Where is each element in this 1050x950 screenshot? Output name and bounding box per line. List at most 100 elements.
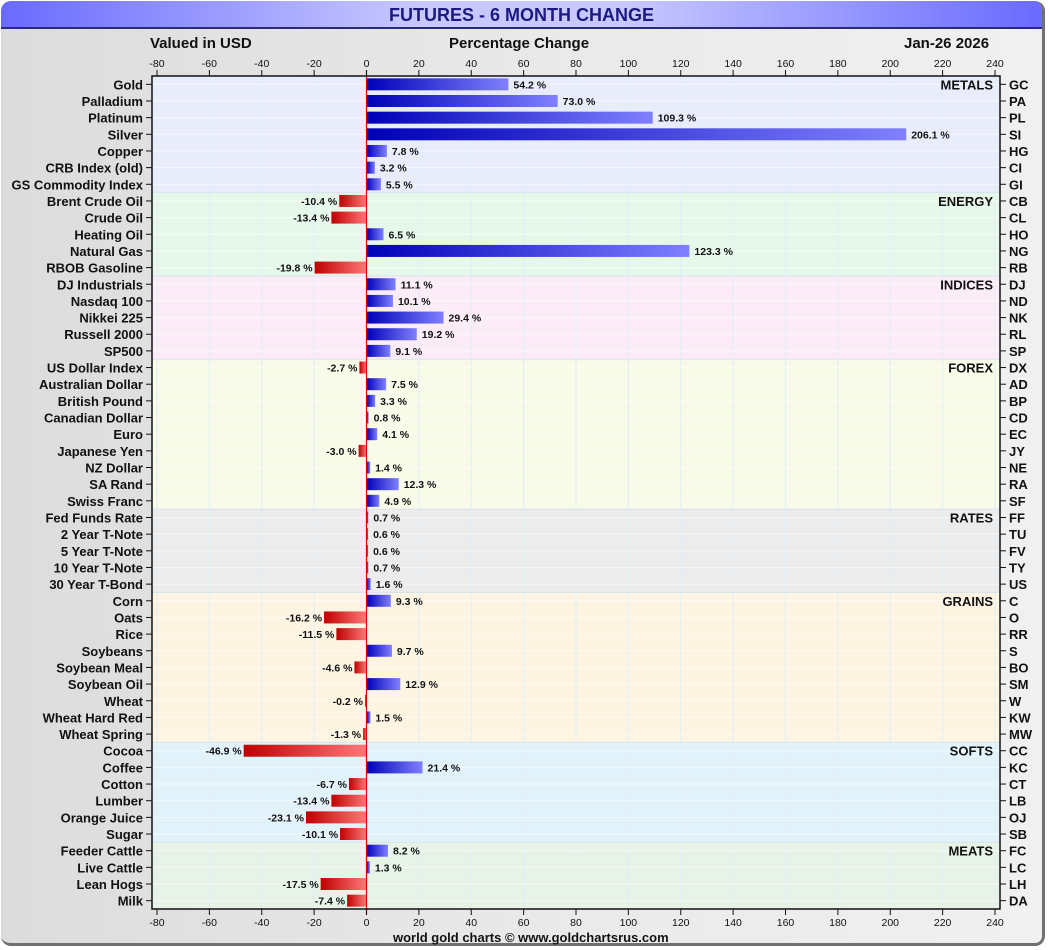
symbol-label: CT (1009, 777, 1026, 792)
symbol-label: DX (1009, 361, 1027, 376)
symbol-label: LB (1009, 794, 1026, 809)
symbol-label: BP (1009, 394, 1027, 409)
data-label: -3.0 % (326, 446, 357, 458)
category-label: Nikkei 225 (79, 311, 143, 326)
category-label: Lean Hogs (77, 877, 143, 892)
bar-ty (366, 561, 369, 574)
category-label: Soybean Meal (56, 660, 143, 675)
symbol-label: DJ (1009, 277, 1026, 292)
bar-dx (359, 361, 367, 374)
category-label: Lumber (95, 794, 143, 809)
bar-bo (354, 661, 367, 674)
bar-tu (366, 528, 369, 541)
bar-c (366, 594, 391, 607)
category-label: Nasdaq 100 (71, 294, 143, 309)
symbol-label: KW (1009, 710, 1031, 725)
category-label: Soybean Oil (68, 677, 143, 692)
data-label: 19.2 % (422, 329, 455, 341)
category-label: GS Commodity Index (12, 177, 144, 192)
category-label: Coffee (103, 760, 143, 775)
data-label: 0.7 % (373, 562, 401, 574)
x-tick-label-bottom: 60 (518, 917, 530, 929)
bar-fc (366, 844, 388, 857)
data-label: -16.2 % (286, 612, 323, 624)
category-label: Oats (114, 610, 143, 625)
symbol-label: SF (1009, 494, 1026, 509)
symbol-label: W (1009, 694, 1022, 709)
data-label: 9.7 % (397, 646, 425, 658)
data-label: 11.1 % (401, 279, 434, 291)
symbol-label: FC (1009, 844, 1027, 859)
x-tick-label-top: 100 (620, 58, 638, 70)
bar-sb (340, 828, 367, 841)
symbol-label: CC (1009, 744, 1028, 759)
category-label: Crude Oil (84, 211, 143, 226)
symbol-label: JY (1009, 444, 1025, 459)
symbol-label: FV (1009, 544, 1026, 559)
data-label: 9.3 % (396, 596, 424, 608)
category-label: 5 Year T-Note (61, 544, 143, 559)
bar-pa (366, 94, 558, 107)
category-label: NZ Dollar (85, 461, 143, 476)
group-label: FOREX (948, 361, 993, 376)
bar-kw (366, 711, 371, 724)
x-tick-label-top: 20 (413, 58, 425, 70)
category-label: Silver (108, 127, 143, 142)
data-label: 0.6 % (373, 546, 401, 558)
x-tick-label-top: 200 (881, 58, 899, 70)
bar-ct (348, 778, 367, 791)
category-label: SP500 (104, 344, 143, 359)
category-label: Russell 2000 (64, 327, 143, 342)
symbol-label: CB (1009, 194, 1028, 209)
category-label: RBOB Gasoline (46, 261, 143, 276)
bar-nk (366, 311, 444, 324)
symbol-label: DA (1009, 894, 1028, 909)
group-label: GRAINS (942, 594, 993, 609)
symbol-label: OJ (1009, 810, 1026, 825)
data-label: 54.2 % (513, 79, 546, 91)
data-label: -17.5 % (282, 879, 319, 891)
symbol-label: MW (1009, 727, 1033, 742)
category-label: Corn (113, 594, 143, 609)
symbol-label: TU (1009, 527, 1026, 542)
data-label: -1.3 % (331, 729, 362, 741)
data-label: -2.7 % (327, 363, 358, 375)
data-label: -46.9 % (205, 746, 242, 758)
x-tick-label-bottom: 200 (881, 917, 899, 929)
symbol-label: ND (1009, 294, 1028, 309)
category-label: Palladium (82, 94, 143, 109)
date-label: Jan-26 2026 (904, 35, 990, 52)
bar-cc (243, 744, 367, 757)
bar-sm (366, 678, 401, 691)
data-label: -7.4 % (315, 896, 346, 908)
data-label: -13.4 % (293, 213, 330, 225)
symbol-label: RB (1009, 261, 1028, 276)
bar-dj (366, 278, 396, 291)
bar-si (366, 128, 907, 141)
category-label: Wheat (104, 694, 144, 709)
symbol-label: GC (1009, 77, 1029, 92)
x-tick-label-top: -40 (254, 58, 269, 70)
bar-rl (366, 328, 417, 341)
category-label: Live Cattle (77, 860, 143, 875)
x-tick-label-top: 160 (777, 58, 795, 70)
x-tick-label-bottom: 120 (672, 917, 690, 929)
category-label: Wheat Hard Red (43, 710, 143, 725)
data-label: 1.5 % (375, 712, 403, 724)
x-tick-label-top: 0 (364, 58, 370, 70)
data-label: -10.1 % (302, 829, 339, 841)
group-label: MEATS (948, 844, 993, 859)
bar-sf (366, 494, 380, 507)
symbol-label: US (1009, 577, 1027, 592)
bar-ff (366, 511, 369, 524)
data-label: 0.7 % (373, 512, 401, 524)
x-tick-label-bottom: 0 (364, 917, 370, 929)
symbol-label: FF (1009, 510, 1025, 525)
bar-lc (366, 861, 370, 874)
bar-lb (331, 794, 367, 807)
x-tick-label-bottom: -60 (202, 917, 217, 929)
category-label: Orange Juice (61, 810, 143, 825)
bar-o (324, 611, 367, 624)
group-label: SOFTS (950, 744, 994, 759)
x-tick-label-top: 60 (518, 58, 530, 70)
